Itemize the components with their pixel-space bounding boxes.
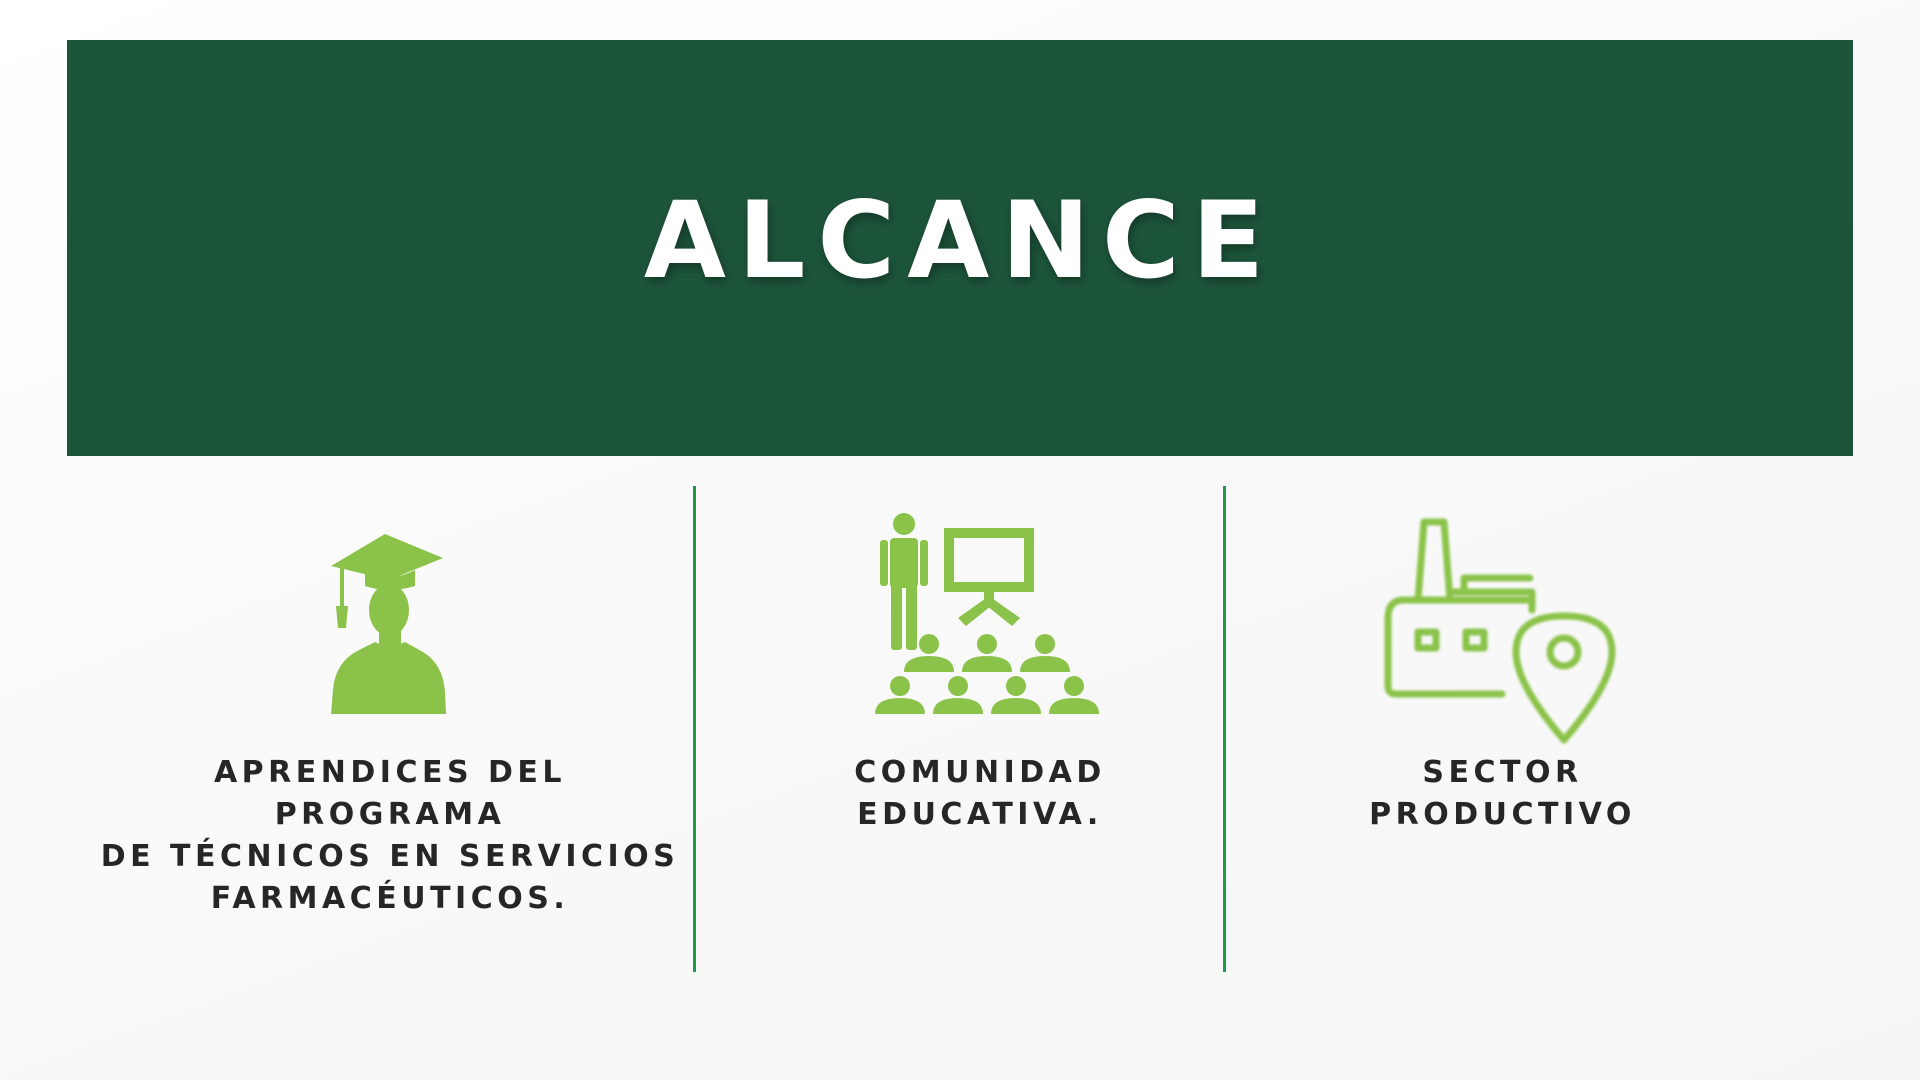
page-title: ALCANCE bbox=[643, 179, 1277, 302]
column-divider-left bbox=[693, 486, 696, 972]
scope-item-label: COMUNIDAD EDUCATIVA. bbox=[854, 755, 1106, 832]
graduate-icon bbox=[331, 534, 446, 714]
scope-item-label: APRENDICES DEL PROGRAMA DE TÉCNICOS EN S… bbox=[100, 755, 680, 916]
column-divider-right bbox=[1223, 486, 1226, 972]
scope-item-label: SECTOR PRODUCTIVO bbox=[1369, 755, 1636, 832]
classroom-presentation-icon bbox=[875, 513, 1099, 714]
factory-location-icon bbox=[1384, 518, 1616, 744]
title-banner: ALCANCE bbox=[67, 40, 1853, 456]
